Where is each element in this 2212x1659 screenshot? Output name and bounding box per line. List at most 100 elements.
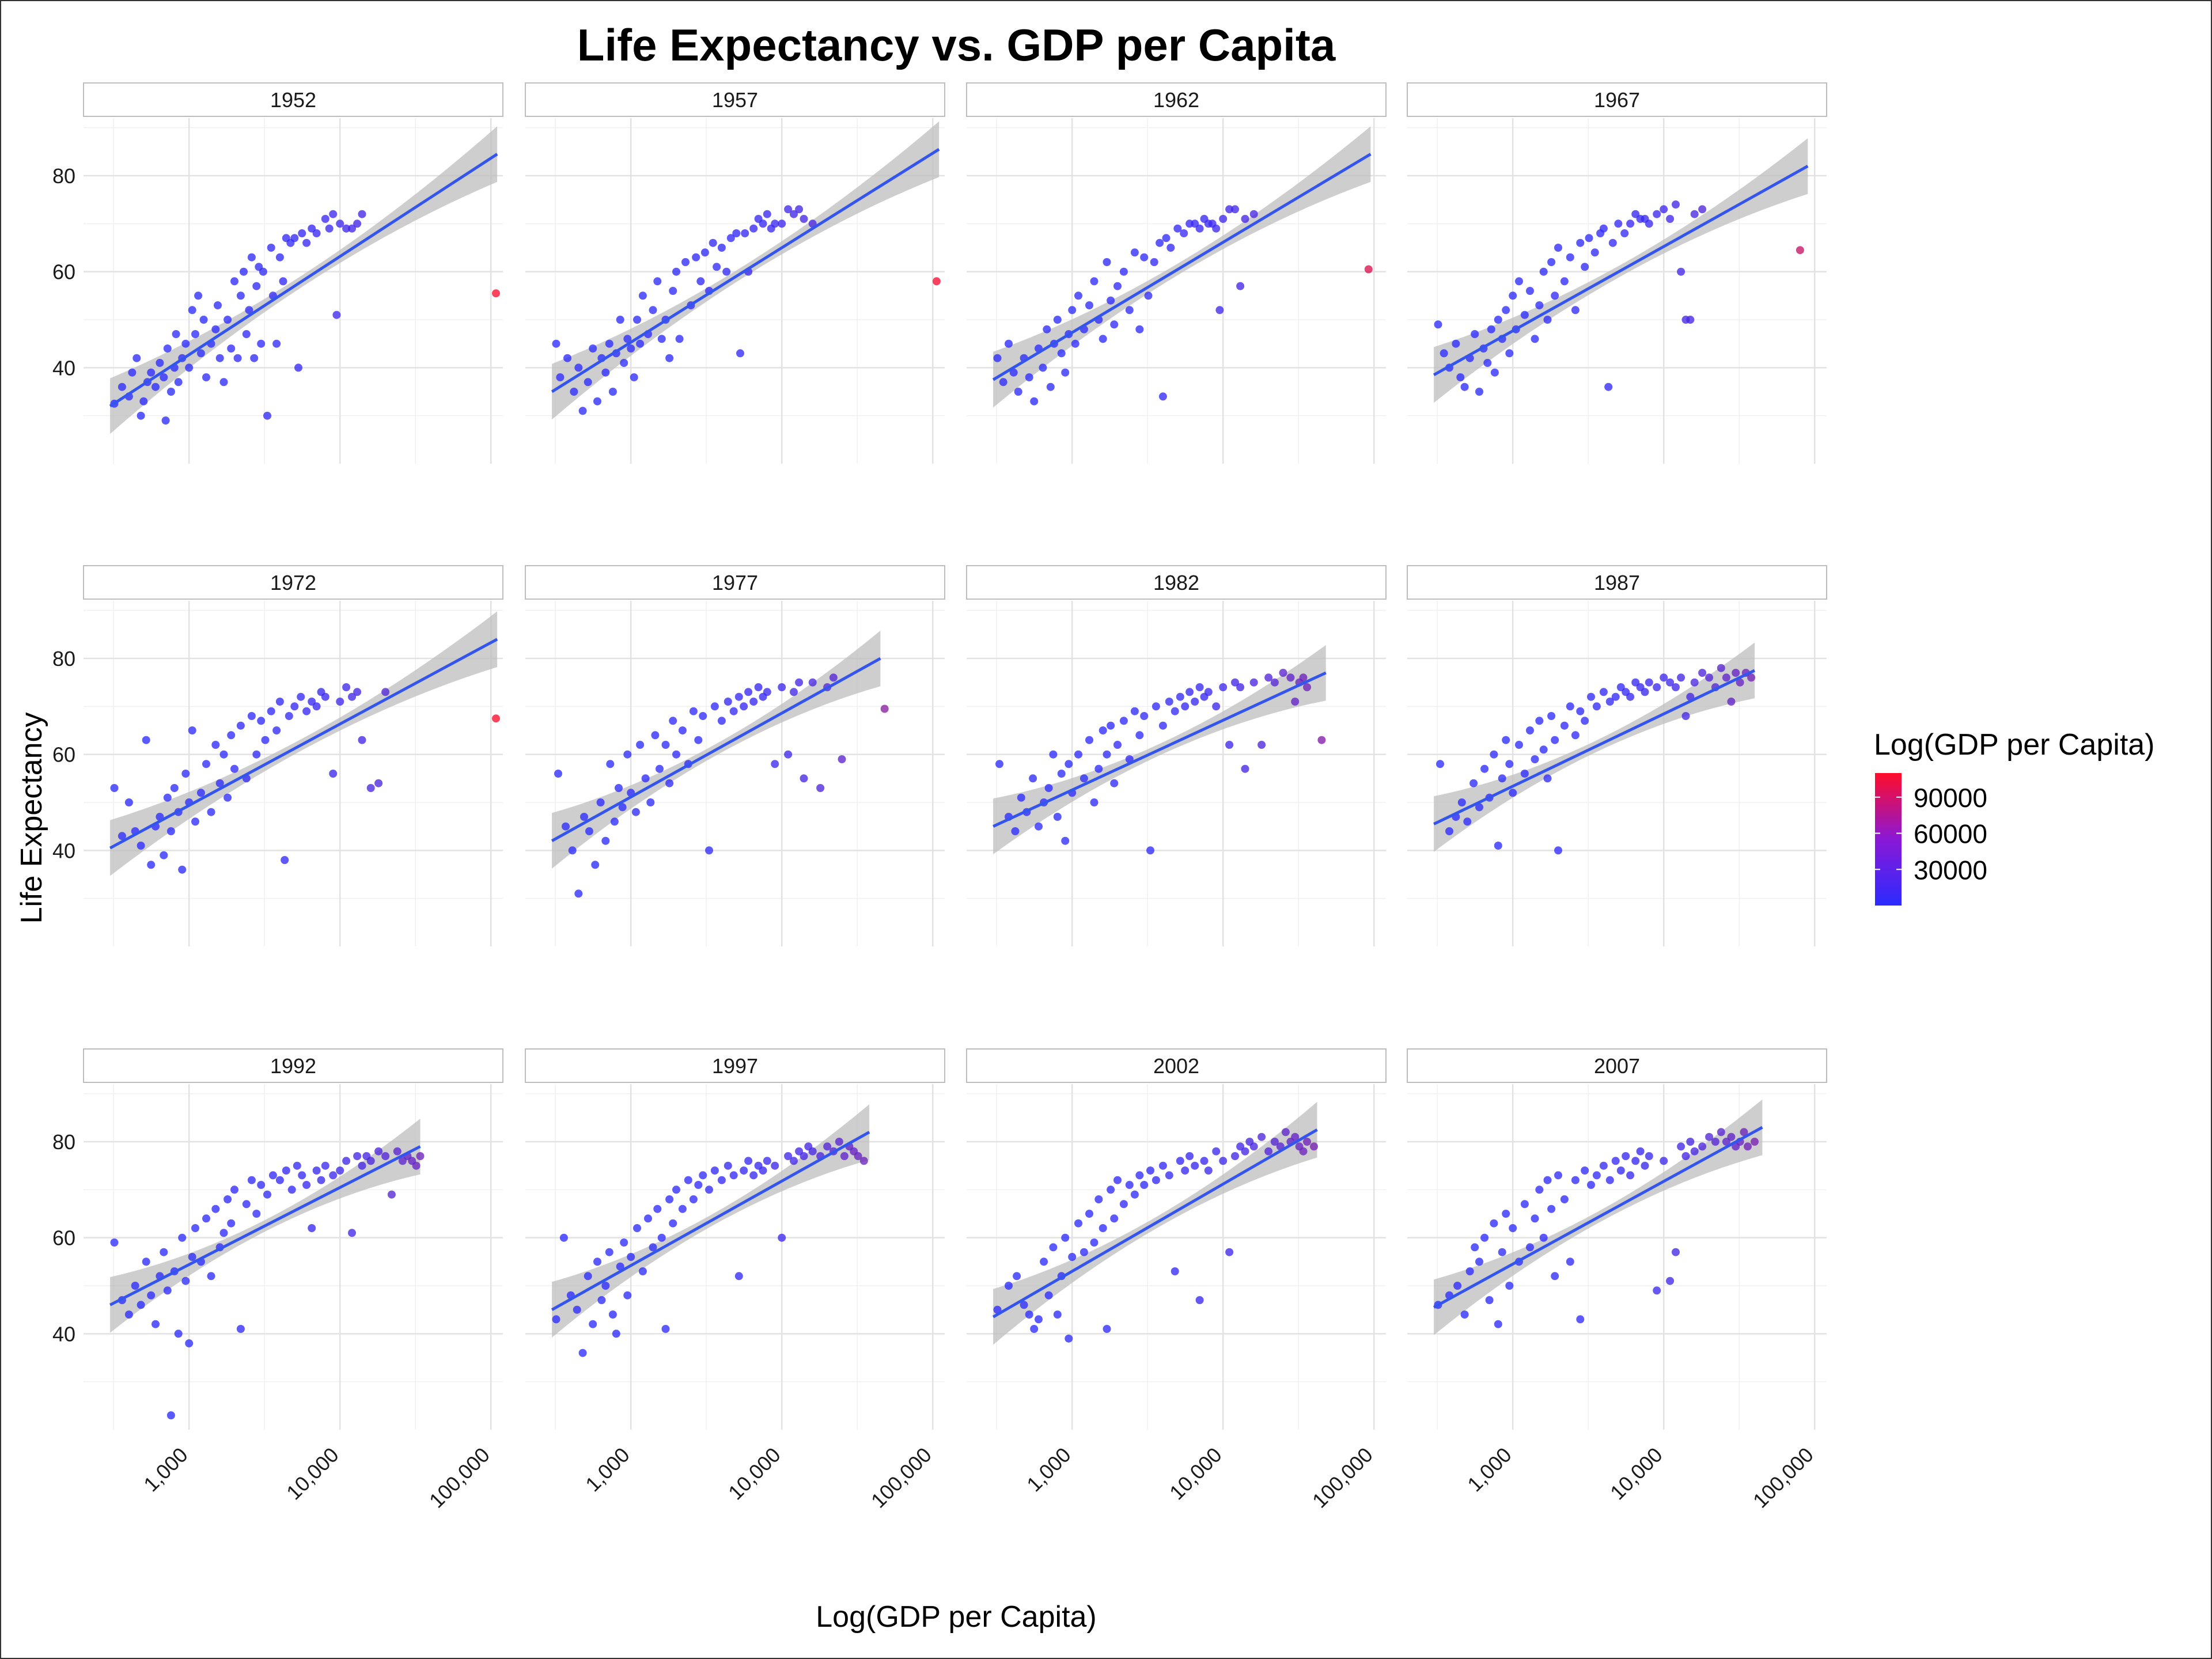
data-point (1686, 316, 1695, 324)
data-point (1061, 836, 1070, 845)
data-point (196, 349, 205, 358)
data-point (591, 861, 600, 869)
data-point (342, 224, 351, 233)
data-point (1592, 702, 1601, 711)
data-point (1645, 1152, 1653, 1160)
data-point (132, 354, 141, 362)
data-point (1471, 1243, 1479, 1252)
facet-strip-label: 1952 (270, 88, 316, 112)
data-point (724, 1161, 732, 1170)
data-point (166, 388, 175, 396)
data-point (1241, 764, 1249, 773)
data-point (1107, 721, 1115, 730)
data-point (312, 229, 321, 237)
data-point (656, 764, 664, 773)
data-point (1452, 339, 1460, 348)
data-point (633, 316, 641, 324)
data-point (1581, 1166, 1589, 1175)
data-point (1152, 702, 1160, 711)
data-point (124, 1310, 133, 1319)
data-point (160, 851, 168, 859)
data-point (1130, 1190, 1139, 1199)
data-point (199, 316, 208, 324)
data-point (1074, 1219, 1082, 1228)
data-point (589, 1320, 597, 1328)
data-point (1677, 1142, 1685, 1151)
data-point (393, 1147, 402, 1156)
data-point (1241, 1147, 1249, 1156)
data-point (1130, 707, 1139, 715)
facet-panel: 1977 (525, 565, 945, 946)
data-point (717, 717, 726, 725)
data-point (1053, 316, 1062, 324)
data-point (492, 289, 500, 298)
data-point (661, 1325, 670, 1333)
data-point (247, 1176, 256, 1184)
data-point (1291, 1132, 1300, 1141)
data-point (1065, 760, 1073, 768)
data-point (692, 253, 700, 262)
data-point (1107, 296, 1115, 305)
facet-strip (525, 565, 945, 600)
facet-panel: 2007 1,000 10,000 100,000 (1407, 1048, 1827, 1513)
data-point (1434, 320, 1442, 329)
data-point (1180, 229, 1188, 237)
data-point (1520, 1200, 1529, 1209)
data-point (649, 306, 657, 315)
data-point (287, 1185, 296, 1194)
x-tick-label: 100,000 (866, 1443, 936, 1513)
data-point (1074, 750, 1082, 759)
data-point (744, 1157, 753, 1165)
data-point (366, 784, 375, 792)
data-point (263, 411, 271, 420)
data-point (1110, 1214, 1119, 1223)
x-axis-title: Log(GDP per Capita) (816, 1600, 1097, 1634)
data-point (1535, 1185, 1544, 1194)
data-point (267, 244, 275, 252)
data-point (589, 344, 597, 353)
data-point (1264, 1147, 1273, 1156)
data-point (713, 263, 721, 271)
data-point (1181, 1166, 1190, 1175)
legend-ticks: 90000 60000 30000 (1875, 783, 1987, 885)
data-point (665, 1195, 674, 1203)
data-point (336, 219, 344, 228)
y-tick-label: 40 (52, 1322, 75, 1346)
data-point (245, 306, 253, 315)
data-point (593, 1257, 601, 1266)
data-point (1681, 1152, 1690, 1160)
data-point (181, 1277, 190, 1285)
legend-label: 90000 (1914, 783, 1987, 813)
data-point (1487, 325, 1495, 334)
data-point (1044, 784, 1053, 792)
regression-line (993, 671, 1327, 828)
regression-line (551, 1131, 870, 1311)
data-point (1727, 1132, 1736, 1141)
data-point (612, 1330, 620, 1338)
data-point (1119, 1200, 1128, 1209)
facet-panels: 1952 40 60 80 1957 1962 1967 1972 40 60 80 1977 1982… (52, 82, 1827, 1513)
data-point (1030, 397, 1039, 406)
data-point (412, 1161, 421, 1170)
data-point (1176, 692, 1184, 701)
data-point (1796, 246, 1804, 255)
data-point (1672, 1248, 1680, 1256)
data-point (1057, 770, 1066, 778)
data-point (151, 382, 160, 391)
data-point (1165, 698, 1173, 706)
data-point (1554, 244, 1562, 252)
data-point (597, 1296, 606, 1304)
data-point (1599, 1161, 1608, 1170)
data-point (1090, 798, 1099, 806)
data-point (252, 750, 261, 759)
data-point (227, 731, 236, 740)
regression-line (109, 638, 498, 850)
data-point (118, 382, 126, 391)
data-point (151, 1320, 160, 1328)
data-point (294, 363, 302, 372)
data-point (1171, 1267, 1179, 1275)
data-point (1480, 764, 1489, 773)
data-point (1502, 736, 1510, 744)
data-point (759, 1166, 767, 1175)
data-point (1515, 277, 1523, 286)
